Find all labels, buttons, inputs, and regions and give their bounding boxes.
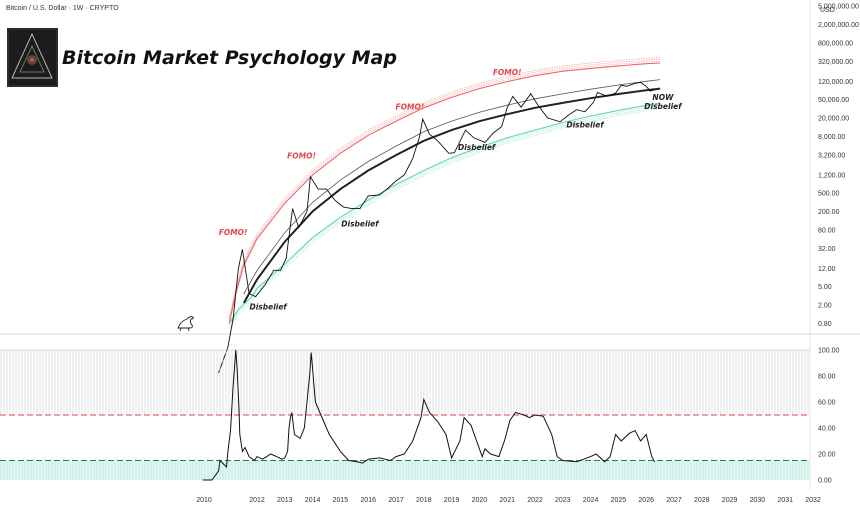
- disbelief-label: Disbelief: [249, 302, 288, 311]
- price-layer: [218, 81, 655, 374]
- price-tick-label: 3,200.00: [818, 153, 845, 160]
- oscillator-line: [202, 349, 655, 481]
- year-tick-label: 2026: [638, 497, 654, 504]
- disbelief-label: Disbelief: [566, 121, 605, 130]
- year-tick-label: 2023: [555, 497, 571, 504]
- price-tick-label: 5.00: [818, 284, 832, 291]
- fomo-label: FOMO!: [396, 103, 425, 112]
- price-tick-label: 12.00: [818, 266, 836, 273]
- price-tick-label: 50,000.00: [818, 97, 849, 104]
- price-tick-label: 120,000.00: [818, 79, 853, 86]
- upper-zone: [0, 350, 810, 415]
- price-tick-label: 500.00: [818, 190, 840, 197]
- fair-value-layer: [242, 79, 661, 304]
- dinosaur-icon: [177, 316, 194, 332]
- logo-image: [7, 28, 58, 87]
- price-tick-label: 2.00: [818, 302, 832, 309]
- fomo-label: FOMO!: [493, 68, 522, 77]
- disbelief-label: Disbelief: [341, 220, 380, 229]
- year-tick-label: 2020: [472, 497, 488, 504]
- year-tick-label: 2024: [583, 497, 599, 504]
- price-tick-label: 320,000.00: [818, 59, 853, 66]
- year-tick-label: 2022: [527, 497, 543, 504]
- symbol-label: Bitcoin / U.S. Dollar · 1W · CRYPTO: [6, 5, 119, 12]
- price-tick-label: 2,000,000.00: [818, 22, 859, 29]
- year-tick-label: 2015: [333, 497, 349, 504]
- year-tick-label: 2014: [305, 497, 321, 504]
- currency-label: USD: [820, 7, 835, 14]
- price-tick-label: 8,000.00: [818, 134, 845, 141]
- lower-band: [228, 102, 661, 330]
- year-tick-label: 2027: [666, 497, 682, 504]
- now-disbelief-label: Disbelief: [644, 102, 683, 111]
- band-layer: [228, 57, 661, 330]
- fair-value-line: [242, 87, 661, 304]
- oscillator-tick-label: 100.00: [818, 348, 840, 355]
- oscillator-tick-label: 0.00: [818, 478, 832, 485]
- price-tick-label: 0.80: [818, 321, 832, 328]
- chart-title: Bitcoin Market Psychology Map: [62, 47, 397, 69]
- price-tick-label: 5,000,000.00: [818, 3, 859, 10]
- oscillator-tick-label: 40.00: [818, 426, 836, 433]
- year-tick-label: 2012: [249, 497, 265, 504]
- annotation-layer: FOMO! FOMO! FOMO! FOMO! Disbelief Disbelief Di…: [219, 68, 684, 311]
- year-tick-label: 2013: [277, 497, 293, 504]
- year-tick-label: 2019: [444, 497, 460, 504]
- year-tick-label: 2018: [416, 497, 432, 504]
- price-tick-label: 800,000.00: [818, 41, 853, 48]
- year-tick-label: 2029: [722, 497, 738, 504]
- year-tick-label: 2021: [499, 497, 515, 504]
- price-tick-label: 200.00: [818, 209, 840, 216]
- now-label: NOW: [652, 93, 674, 102]
- fomo-label: FOMO!: [287, 152, 316, 161]
- year-tick-label: 2031: [777, 497, 793, 504]
- year-tick-label: 2025: [611, 497, 627, 504]
- year-tick-label: 2028: [694, 497, 710, 504]
- oscillator-tick-label: 80.00: [818, 374, 836, 381]
- price-tick-label: 1,200.00: [818, 173, 845, 180]
- fomo-label: FOMO!: [219, 228, 248, 237]
- price-tick-label: 80.00: [818, 228, 836, 235]
- oscillator-tick-label: 20.00: [818, 452, 836, 459]
- oscillator-tick-label: 60.00: [818, 400, 836, 407]
- oscillator-axis: 100.00 80.00 60.00 40.00 20.00 0.00: [818, 348, 840, 485]
- price-tick-label: 20,000.00: [818, 115, 849, 122]
- year-tick-label: 2032: [805, 497, 821, 504]
- year-tick-label: 2010: [196, 497, 212, 504]
- price-tick-label: 32.00: [818, 246, 836, 253]
- price-line: [218, 81, 655, 374]
- fair-value-upper-line: [243, 79, 661, 295]
- year-tick-label: 2017: [388, 497, 404, 504]
- upper-band: [228, 57, 661, 324]
- lower-zone: [0, 460, 810, 480]
- year-tick-label: 2030: [750, 497, 766, 504]
- price-axis: 0.80 2.00 5.00 12.00 32.00 80.00 200.00 500.00 1…: [818, 3, 859, 328]
- year-tick-label: 2016: [360, 497, 376, 504]
- oscillator-pane: [0, 349, 810, 481]
- disbelief-label: Disbelief: [458, 143, 497, 152]
- time-axis: 2010 2012 2013 2014 2015 2016 2017 2018 2019 2020…: [196, 497, 821, 504]
